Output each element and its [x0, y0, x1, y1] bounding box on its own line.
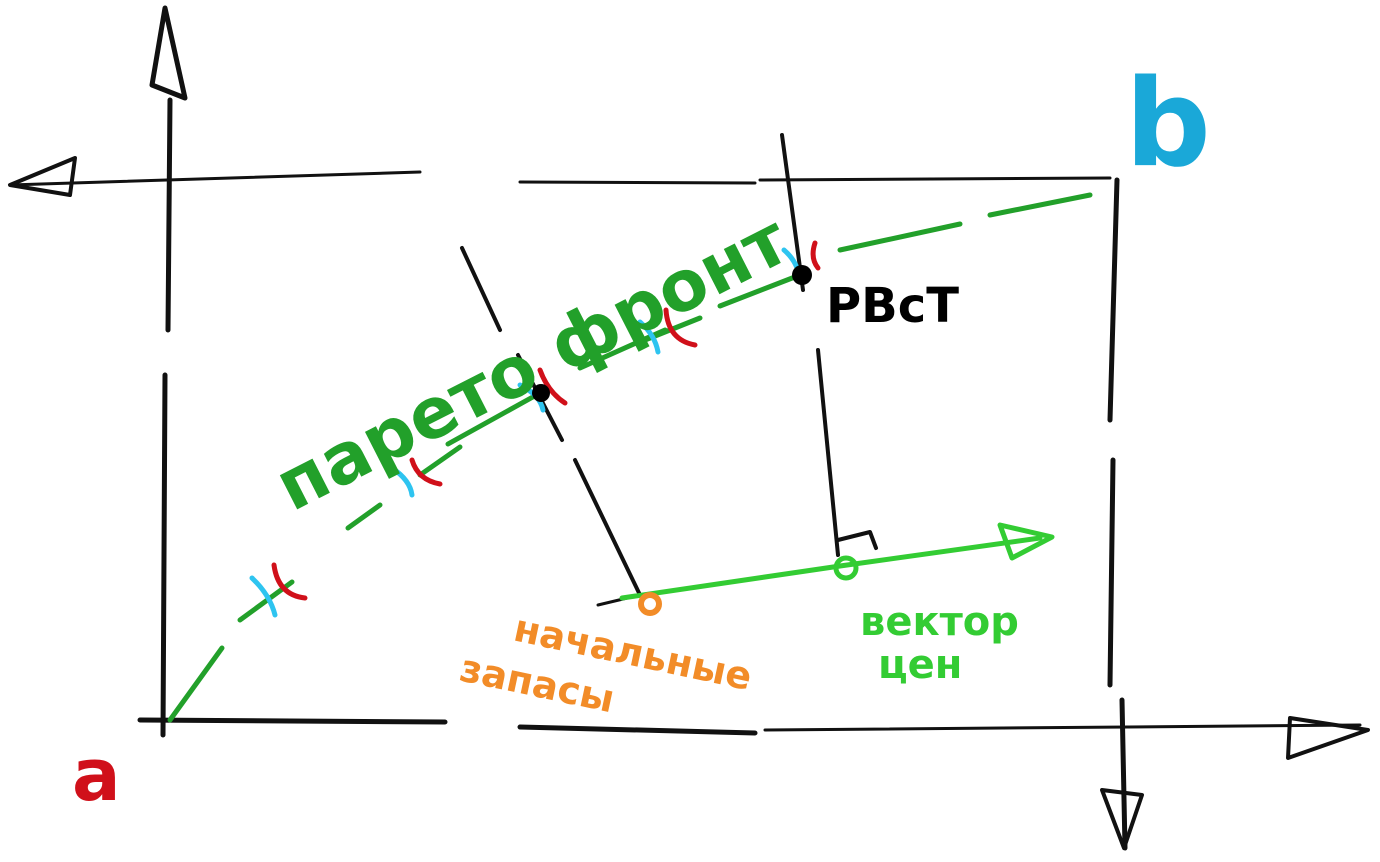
price-vector-label-2: цен: [878, 642, 962, 688]
top-edge-b: [8, 170, 1112, 187]
equilibrium-points: [532, 265, 812, 402]
equilibrium-label: PBcT: [826, 278, 959, 334]
arrow-up-icon: [149, 5, 188, 101]
price-vector: [619, 522, 1055, 601]
corner-b-label: b: [1125, 55, 1211, 194]
arrow-left-icon: [8, 156, 77, 197]
vertical-axis-b-extension: [1119, 697, 1128, 851]
horizontal-axis-a: [137, 717, 758, 736]
price-vector-label-1: вектор: [860, 599, 1019, 645]
arrow-right-icon: [997, 522, 1055, 561]
walrasian-equilibrium-point: [792, 265, 812, 285]
contract-point-1: [532, 384, 550, 402]
tick-mark: [836, 530, 878, 550]
pareto-front-label: парето фронт: [262, 198, 801, 527]
price-vector-point: [833, 555, 859, 581]
budget-line-2: [780, 133, 840, 557]
right-edge-b: [1107, 177, 1120, 688]
arrow-right-icon: [1286, 716, 1370, 760]
axes-b: [8, 156, 1370, 851]
bottom-edge-b: [763, 723, 1362, 732]
arrow-down-icon: [1100, 788, 1144, 850]
pareto-front: [167, 192, 1093, 723]
axes-a: [137, 5, 758, 738]
vertical-axis-a: [160, 97, 173, 738]
origin-a-label: a: [72, 733, 121, 817]
endowment-point: [638, 592, 662, 616]
